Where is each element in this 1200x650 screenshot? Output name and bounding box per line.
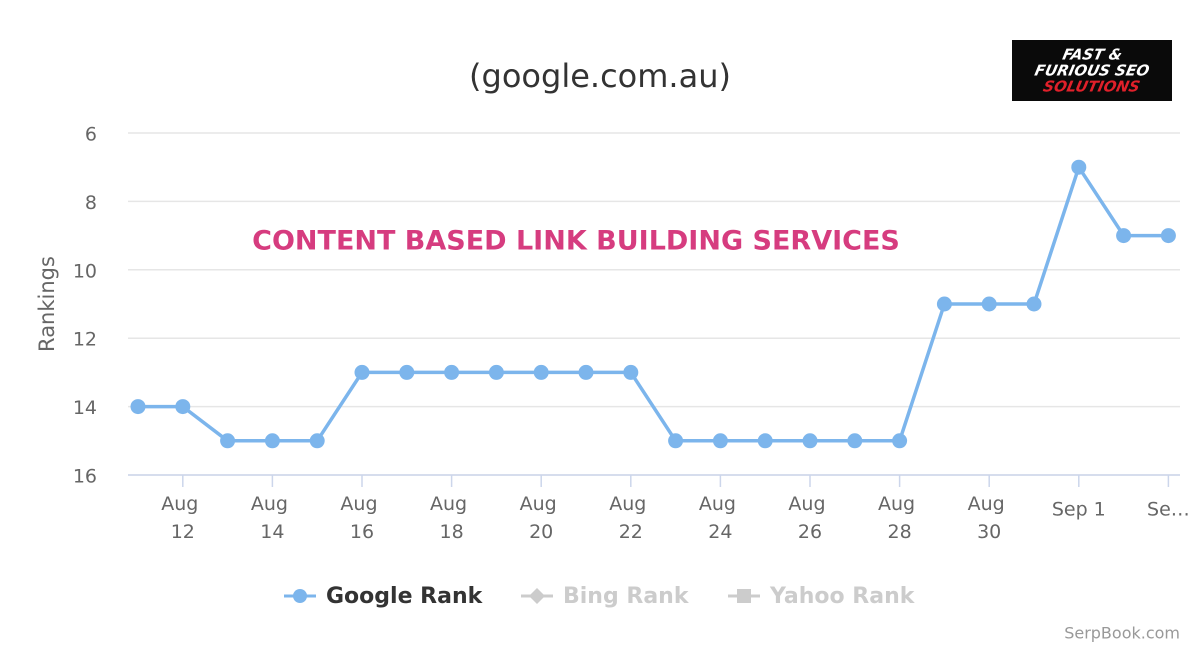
point	[668, 433, 684, 449]
x-tick-label: Aug 30	[968, 493, 1011, 543]
point	[1116, 228, 1132, 244]
legend-label: Yahoo Rank	[769, 584, 916, 609]
logo-text: FAST &	[1061, 46, 1124, 64]
point	[712, 433, 728, 449]
logo-text: FURIOUS SEO	[1033, 62, 1151, 80]
legend-label: Google Rank	[326, 584, 484, 609]
point	[444, 364, 460, 380]
x-tick-label: Aug 22	[609, 493, 652, 543]
x-tick-label: Aug 24	[699, 493, 742, 543]
y-tick-label: 16	[73, 466, 97, 488]
annotation: CONTENT BASED LINK BUILDING SERVICES	[252, 226, 900, 257]
legend-item[interactable]: Bing Rank	[521, 584, 690, 609]
legend-item[interactable]: Yahoo Rank	[728, 584, 916, 609]
chart-title: (google.com.au)	[469, 57, 731, 95]
x-tick-label: Aug 20	[520, 493, 563, 543]
legend-symbol	[529, 588, 545, 604]
x-tick-label: Aug 26	[788, 493, 831, 543]
point	[175, 399, 191, 415]
legend-symbol	[737, 589, 751, 603]
point	[399, 364, 415, 380]
x-tick-label: Se…	[1147, 499, 1190, 521]
point	[981, 296, 997, 312]
y-tick-label: 12	[73, 329, 97, 351]
y-tick-label: 14	[73, 397, 97, 419]
point	[264, 433, 280, 449]
point	[309, 433, 325, 449]
credit: SerpBook.com	[1064, 624, 1180, 643]
logo-box	[1012, 40, 1172, 101]
point	[847, 433, 863, 449]
point	[1071, 159, 1087, 175]
x-tick-label: Aug 18	[430, 493, 473, 543]
x-tick-label: Aug 14	[251, 493, 294, 543]
point	[757, 433, 773, 449]
point	[892, 433, 908, 449]
x-tick-label: Aug 16	[340, 493, 383, 543]
point	[802, 433, 818, 449]
point	[936, 296, 952, 312]
point	[578, 364, 594, 380]
point	[623, 364, 639, 380]
point	[220, 433, 236, 449]
legend-label: Bing Rank	[563, 584, 690, 609]
point	[1026, 296, 1042, 312]
x-tick-label: Aug 12	[161, 493, 204, 543]
logo-text: SOLUTIONS	[1042, 78, 1142, 96]
x-tick-label: Sep 1	[1052, 499, 1106, 521]
y-axis-title: Rankings	[35, 256, 59, 352]
y-tick-label: 10	[73, 260, 97, 282]
point	[130, 399, 146, 415]
y-tick-label: 8	[85, 192, 97, 214]
point	[1160, 228, 1176, 244]
point	[354, 364, 370, 380]
logo: FAST & FURIOUS SEO SOLUTIONS	[1012, 40, 1172, 101]
point	[488, 364, 504, 380]
point	[533, 364, 549, 380]
legend-symbol	[293, 589, 307, 603]
x-tick-label: Aug 28	[878, 493, 921, 543]
legend-item[interactable]: Google Rank	[284, 584, 484, 609]
y-tick-label: 6	[85, 124, 97, 146]
